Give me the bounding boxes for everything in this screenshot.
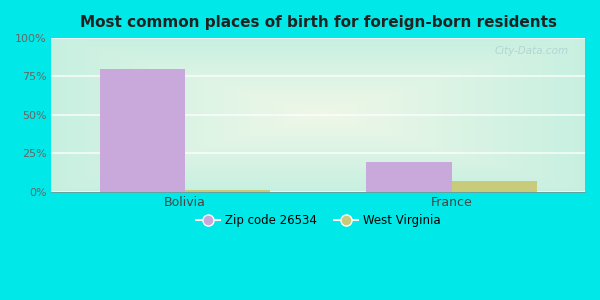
Text: City-Data.com: City-Data.com — [495, 46, 569, 56]
Bar — [185, 190, 270, 192]
Legend: Zip code 26534, West Virginia: Zip code 26534, West Virginia — [191, 209, 445, 232]
Title: Most common places of birth for foreign-born residents: Most common places of birth for foreign-… — [80, 15, 557, 30]
Bar — [100, 69, 185, 192]
Bar — [366, 162, 452, 192]
Bar — [452, 181, 537, 192]
